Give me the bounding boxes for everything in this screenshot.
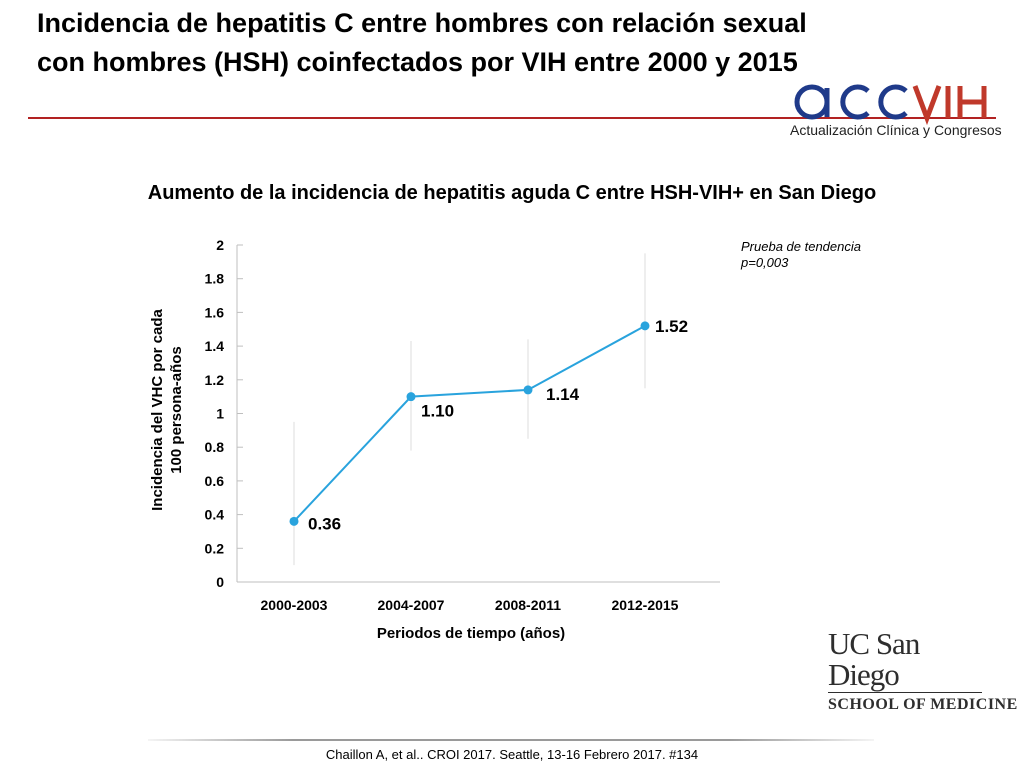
chart-title: Aumento de la incidencia de hepatitis ag… <box>147 182 877 204</box>
x-tick-label: 2012-2015 <box>612 597 679 613</box>
data-label: 1.14 <box>546 385 580 404</box>
y-tick-label: 1.2 <box>205 372 225 388</box>
data-label: 1.52 <box>655 317 688 336</box>
x-tick-label: 2004-2007 <box>378 597 445 613</box>
data-point <box>289 516 299 526</box>
acc-vih-logo-subtitle: Actualización Clínica y Congresos <box>790 122 1002 138</box>
data-label: 0.36 <box>308 514 341 533</box>
line-chart: Incidencia del VHC por cada 100 persona-a… <box>149 237 720 642</box>
y-tick-label: 0.2 <box>205 540 225 556</box>
y-tick-label: 1 <box>216 406 224 422</box>
citation: Chaillon A, et al.. CROI 2017. Seattle, … <box>325 747 699 762</box>
data-labels: 0.36 1.10 1.14 1.52 <box>308 317 688 533</box>
acc-vih-logo <box>794 84 987 126</box>
data-points <box>289 321 650 526</box>
y-tick-label: 1.8 <box>205 271 225 287</box>
x-ticks: 2000-2003 2004-2007 2008-2011 2012-2015 <box>261 597 679 613</box>
x-axis-title: Periodos de tiempo (años) <box>377 625 565 642</box>
y-tick-label: 0 <box>216 574 224 590</box>
title-divider <box>28 117 996 119</box>
trend-annotation: Prueba de tendencia p=0,003 <box>741 239 901 271</box>
y-tick-label: 0.8 <box>205 439 225 455</box>
trend-annotation-line-1: Prueba de tendencia <box>741 239 861 254</box>
y-tick-label: 1.6 <box>205 304 225 320</box>
trend-annotation-line-2: p=0,003 <box>741 255 789 270</box>
y-axis-title-line: 100 persona-años <box>168 346 185 474</box>
data-point <box>523 385 533 395</box>
x-tick-label: 2008-2011 <box>495 597 561 613</box>
error-bars <box>293 253 646 566</box>
data-label: 1.10 <box>421 402 454 421</box>
y-tick-label: 0.4 <box>205 507 225 523</box>
y-ticks: 0 0.2 0.4 0.6 0.8 1 1.2 1.4 1.6 1.8 2 <box>205 237 243 590</box>
ucsd-logo-line-1: UC San Diego <box>828 626 920 692</box>
data-point <box>406 392 416 402</box>
y-tick-label: 0.6 <box>205 473 225 489</box>
ucsd-logo-line-2: SCHOOL OF MEDICINE <box>828 696 1018 713</box>
slide-title: Incidencia de hepatitis C entre hombres … <box>37 8 807 77</box>
footer-divider <box>148 739 874 741</box>
y-axis-title: Incidencia del VHC por cada 100 persona-a… <box>149 308 185 510</box>
ucsd-logo-rule <box>828 692 982 693</box>
y-tick-label: 2 <box>216 237 224 253</box>
y-axis-title-line: Incidencia del VHC por cada <box>149 308 166 510</box>
x-tick-label: 2000-2003 <box>261 597 328 613</box>
series-line <box>293 325 646 523</box>
data-point <box>640 321 650 331</box>
y-tick-label: 1.4 <box>205 338 225 354</box>
ucsd-school-of-medicine-logo: UC San Diego SCHOOL OF MEDICINE <box>828 626 1018 714</box>
